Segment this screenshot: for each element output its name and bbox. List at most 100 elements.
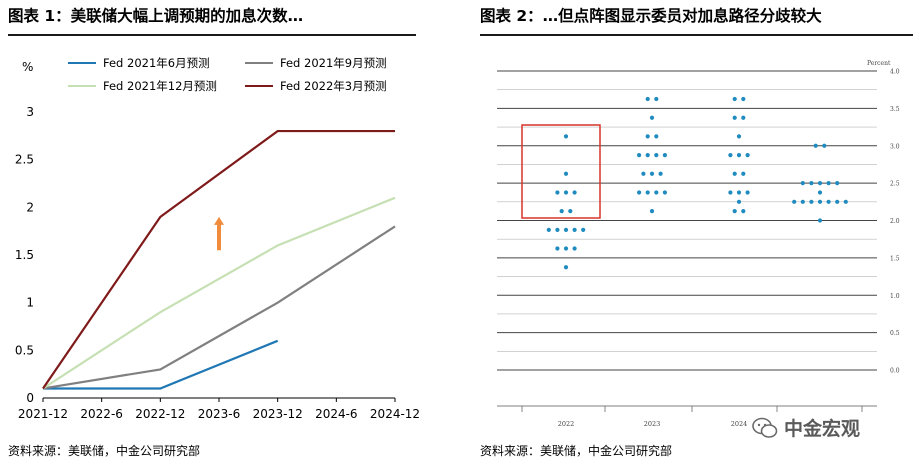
x-tick-label: 2022 xyxy=(558,420,575,428)
dot-marker xyxy=(654,96,659,102)
dot-marker xyxy=(728,152,733,158)
y-tick-label: 3 xyxy=(26,105,34,119)
dot-marker xyxy=(732,209,737,214)
y-axis-label: % xyxy=(22,60,33,74)
dot-marker xyxy=(741,96,746,102)
dot-marker xyxy=(809,199,814,204)
dot-marker xyxy=(546,227,551,232)
dot-marker xyxy=(826,181,831,186)
series-line xyxy=(42,129,395,390)
dot-marker xyxy=(817,218,823,223)
dot-marker xyxy=(843,199,848,204)
up-arrow-icon xyxy=(214,216,224,225)
dot-marker xyxy=(649,209,655,214)
dot-marker xyxy=(581,227,586,232)
watermark-text: 中金宏观 xyxy=(784,418,861,440)
dot-marker xyxy=(662,152,668,158)
dot-marker xyxy=(555,190,560,195)
dot-marker xyxy=(637,152,642,158)
dot-marker xyxy=(654,152,659,158)
dot-marker xyxy=(736,152,742,158)
y-tick-label: 4.0 xyxy=(890,69,900,76)
dot-marker xyxy=(817,181,823,186)
dot-marker xyxy=(563,265,569,270)
chart2-title-rule xyxy=(480,34,913,36)
dot-marker xyxy=(641,171,646,176)
dot-marker xyxy=(654,134,659,139)
dot-marker xyxy=(741,115,746,120)
dot-marker xyxy=(792,199,797,204)
dot-marker xyxy=(826,199,831,204)
dot-marker xyxy=(658,171,663,176)
series-line xyxy=(42,225,396,390)
dot-marker xyxy=(563,190,569,195)
legend-label: Fed 2021年9月预测 xyxy=(280,56,387,70)
dot-marker xyxy=(649,115,655,120)
dot-marker xyxy=(568,209,573,214)
legend-label: Fed 2022年3月预测 xyxy=(280,79,387,93)
series-line xyxy=(42,196,396,390)
dot-marker xyxy=(732,115,737,120)
y-tick-label: 2.5 xyxy=(15,153,34,167)
dot-marker xyxy=(645,152,650,158)
x-tick-label: 2022-12 xyxy=(135,407,185,421)
x-tick-label: 2024-6 xyxy=(315,407,358,421)
dot-marker xyxy=(736,190,742,195)
dot-marker xyxy=(741,171,746,176)
dot-marker xyxy=(645,96,650,102)
dot-marker xyxy=(637,190,642,195)
dot-marker xyxy=(572,227,577,232)
legend-label: Fed 2021年6月预测 xyxy=(103,56,210,70)
y-tick-label: 0 xyxy=(26,391,34,405)
watermark: 中金宏观 xyxy=(752,414,860,441)
dot-marker xyxy=(813,143,818,148)
dot-marker xyxy=(817,199,823,204)
dot-marker xyxy=(654,190,659,195)
y-tick-label: 2.5 xyxy=(890,181,900,188)
y-tick-label: 0.5 xyxy=(15,343,34,357)
dot-marker xyxy=(555,246,560,251)
x-tick-label: 2022-6 xyxy=(80,407,123,421)
chart2-source: 资料来源：美联储，中金公司研究部 xyxy=(480,444,673,458)
dot-marker xyxy=(835,181,840,186)
dot-marker xyxy=(728,190,733,195)
dot-marker xyxy=(563,246,569,251)
dot-marker xyxy=(645,190,650,195)
chart2-title: 图表 2：…但点阵图显示委员对加息路径分歧较大 xyxy=(480,7,822,25)
dot-marker xyxy=(800,199,805,204)
dot-marker xyxy=(736,134,742,139)
y-tick-label: 1 xyxy=(26,296,34,310)
dot-plot-chart: 0.0 0.5 1.0 1.5 2.0 2.5 3.0 3.5 4.0 Percent 2022 20… xyxy=(497,60,900,428)
x-tick-label: 2024-12 xyxy=(370,407,420,421)
x-tick-label: 2023-12 xyxy=(253,407,303,421)
dot-marker xyxy=(559,209,564,214)
y-tick-label: 1.5 xyxy=(15,248,34,262)
wechat-icon xyxy=(752,417,778,438)
dot-marker xyxy=(745,152,750,158)
dot-marker xyxy=(662,190,668,195)
x-tick-label: 2024 xyxy=(731,420,748,428)
dot-marker xyxy=(745,190,750,195)
dot-marker xyxy=(572,190,577,195)
line-chart: % 0 0.5 1 1.5 2 2.5 3 2021-12 2022-6 2022-12 2023-6… xyxy=(15,56,420,421)
dot-marker xyxy=(649,171,655,176)
x-tick-label: 2023-6 xyxy=(198,407,241,421)
dot-marker xyxy=(732,171,737,176)
chart1-source: 资料来源：美联储，中金公司研究部 xyxy=(8,444,201,458)
highlight-box xyxy=(521,124,601,219)
x-tick-label: 2023 xyxy=(644,420,661,428)
dot-marker xyxy=(741,209,746,214)
dot-marker xyxy=(645,134,650,139)
y-tick-label: 1.5 xyxy=(890,255,900,262)
dot-marker xyxy=(572,246,577,251)
dot-marker xyxy=(563,171,569,176)
dot-marker xyxy=(835,199,840,204)
chart1-title: 图表 1：美联储大幅上调预期的加息次数… xyxy=(8,7,304,25)
dot-marker xyxy=(736,199,742,204)
dot-marker xyxy=(800,181,805,186)
y-tick-label: 2.0 xyxy=(890,218,900,225)
dot-marker xyxy=(809,181,814,186)
dot-marker xyxy=(555,227,560,232)
chart1-title-rule xyxy=(8,34,416,36)
